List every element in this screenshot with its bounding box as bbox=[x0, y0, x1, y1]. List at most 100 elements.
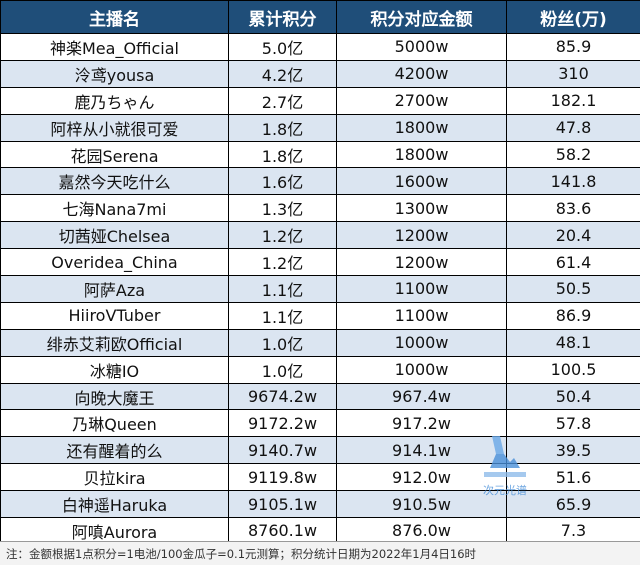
cell-followers: 47.8 bbox=[506, 113, 640, 142]
cell-points-amount: 914.1w bbox=[336, 436, 507, 465]
cell-followers: 61.4 bbox=[506, 248, 640, 277]
cell-points-amount: 1200w bbox=[336, 221, 507, 250]
cell-total-points: 1.0亿 bbox=[228, 328, 337, 357]
cell-followers: 310 bbox=[506, 59, 640, 88]
cell-streamer-name: 向晚大魔王 bbox=[0, 382, 229, 411]
cell-total-points: 1.1亿 bbox=[228, 301, 337, 330]
table-row: 鹿乃ちゃん 2.7亿 2700w 182.1 bbox=[0, 86, 640, 115]
cell-streamer-name: 阿嗔Aurora bbox=[0, 517, 229, 545]
cell-total-points: 1.6亿 bbox=[228, 167, 337, 196]
table-body: 神楽Mea_Official 5.0亿 5000w 85.9 泠鸢yousa 4.2亿 42… bbox=[0, 33, 640, 545]
cell-total-points: 8760.1w bbox=[228, 517, 337, 545]
table-row: Overidea_China 1.2亿 1200w 61.4 bbox=[0, 248, 640, 277]
cell-streamer-name: 还有醒着的么 bbox=[0, 436, 229, 465]
table-row: 嘉然今天吃什么 1.6亿 1600w 141.8 bbox=[0, 167, 640, 196]
cell-total-points: 1.0亿 bbox=[228, 355, 337, 384]
cell-streamer-name: 阿萨Aza bbox=[0, 275, 229, 303]
cell-points-amount: 912.0w bbox=[336, 463, 507, 492]
cell-followers: 83.6 bbox=[506, 194, 640, 223]
table-row: 冰糖IO 1.0亿 1000w 100.5 bbox=[0, 355, 640, 384]
cell-points-amount: 1600w bbox=[336, 167, 507, 196]
cell-followers: 20.4 bbox=[506, 221, 640, 250]
cell-total-points: 9172.2w bbox=[228, 409, 337, 438]
cell-streamer-name: 乃琳Queen bbox=[0, 409, 229, 438]
table-row: 神楽Mea_Official 5.0亿 5000w 85.9 bbox=[0, 33, 640, 61]
cell-streamer-name: 鹿乃ちゃん bbox=[0, 86, 229, 115]
cell-total-points: 1.3亿 bbox=[228, 194, 337, 223]
cell-points-amount: 1100w bbox=[336, 275, 507, 303]
table-row: 阿嗔Aurora 8760.1w 876.0w 7.3 bbox=[0, 517, 640, 545]
cell-total-points: 1.2亿 bbox=[228, 248, 337, 277]
header-row: 主播名 累计积分 积分对应金额 粉丝(万) bbox=[0, 0, 640, 34]
table-row: HiiroVTuber 1.1亿 1100w 86.9 bbox=[0, 301, 640, 330]
cell-points-amount: 1100w bbox=[336, 301, 507, 330]
cell-followers: 50.5 bbox=[506, 275, 640, 303]
cell-followers: 50.4 bbox=[506, 382, 640, 411]
table-row: 乃琳Queen 9172.2w 917.2w 57.8 bbox=[0, 409, 640, 438]
watermark: 次元光谱 bbox=[470, 428, 540, 498]
cell-total-points: 9105.1w bbox=[228, 490, 337, 519]
cell-points-amount: 876.0w bbox=[336, 517, 507, 545]
cell-streamer-name: 绯赤艾莉欧Official bbox=[0, 328, 229, 357]
cell-total-points: 4.2亿 bbox=[228, 59, 337, 88]
cell-points-amount: 4200w bbox=[336, 59, 507, 88]
cell-total-points: 9140.7w bbox=[228, 436, 337, 465]
header-streamer-name: 主播名 bbox=[0, 0, 229, 34]
cell-streamer-name: 七海Nana7mi bbox=[0, 194, 229, 223]
cell-streamer-name: 阿梓从小就很可爱 bbox=[0, 113, 229, 142]
header-followers: 粉丝(万) bbox=[506, 0, 640, 34]
cell-streamer-name: 白神遥Haruka bbox=[0, 490, 229, 519]
cell-followers: 39.5 bbox=[506, 436, 640, 465]
cell-points-amount: 1300w bbox=[336, 194, 507, 223]
cell-total-points: 9674.2w bbox=[228, 382, 337, 411]
cell-points-amount: 1800w bbox=[336, 113, 507, 142]
cell-streamer-name: 泠鸢yousa bbox=[0, 59, 229, 88]
table-row: 阿梓从小就很可爱 1.8亿 1800w 47.8 bbox=[0, 113, 640, 142]
cell-followers: 100.5 bbox=[506, 355, 640, 384]
cell-points-amount: 1000w bbox=[336, 355, 507, 384]
cell-total-points: 5.0亿 bbox=[228, 33, 337, 61]
header-points-amount: 积分对应金额 bbox=[336, 0, 507, 34]
cell-streamer-name: 嘉然今天吃什么 bbox=[0, 167, 229, 196]
cell-total-points: 1.1亿 bbox=[228, 275, 337, 303]
cell-streamer-name: Overidea_China bbox=[0, 248, 229, 277]
cell-total-points: 9119.8w bbox=[228, 463, 337, 492]
cell-followers: 65.9 bbox=[506, 490, 640, 519]
cell-streamer-name: 冰糖IO bbox=[0, 355, 229, 384]
table-row: 向晚大魔王 9674.2w 967.4w 50.4 bbox=[0, 382, 640, 411]
table-row: 阿萨Aza 1.1亿 1100w 50.5 bbox=[0, 275, 640, 303]
cell-points-amount: 967.4w bbox=[336, 382, 507, 411]
table-row: 贝拉kira 9119.8w 912.0w 51.6 bbox=[0, 463, 640, 492]
cell-points-amount: 2700w bbox=[336, 86, 507, 115]
table-header: 主播名 累计积分 积分对应金额 粉丝(万) bbox=[0, 0, 640, 34]
cell-total-points: 1.8亿 bbox=[228, 140, 337, 169]
cell-streamer-name: 花园Serena bbox=[0, 140, 229, 169]
table-row: 切茜娅Chelsea 1.2亿 1200w 20.4 bbox=[0, 221, 640, 250]
cell-points-amount: 910.5w bbox=[336, 490, 507, 519]
cell-points-amount: 917.2w bbox=[336, 409, 507, 438]
cell-points-amount: 1000w bbox=[336, 328, 507, 357]
cell-followers: 85.9 bbox=[506, 33, 640, 61]
table-row: 七海Nana7mi 1.3亿 1300w 83.6 bbox=[0, 194, 640, 223]
table-row: 绯赤艾莉欧Official 1.0亿 1000w 48.1 bbox=[0, 328, 640, 357]
table-row: 泠鸢yousa 4.2亿 4200w 310 bbox=[0, 59, 640, 88]
footer-note: 注：金额根据1点积分=1电池/100金瓜子=0.1元测算；积分统计日期为2022… bbox=[0, 541, 640, 565]
cell-points-amount: 5000w bbox=[336, 33, 507, 61]
cell-followers: 48.1 bbox=[506, 328, 640, 357]
cell-points-amount: 1800w bbox=[336, 140, 507, 169]
cell-streamer-name: 贝拉kira bbox=[0, 463, 229, 492]
cell-points-amount: 1200w bbox=[336, 248, 507, 277]
cell-total-points: 1.2亿 bbox=[228, 221, 337, 250]
cell-followers: 58.2 bbox=[506, 140, 640, 169]
watermark-text: 次元光谱 bbox=[483, 484, 527, 497]
cell-followers: 51.6 bbox=[506, 463, 640, 492]
cell-total-points: 2.7亿 bbox=[228, 86, 337, 115]
ranking-table: 主播名 累计积分 积分对应金额 粉丝(万) 神楽Mea_Official 5.0亿… bbox=[0, 0, 640, 545]
table-row: 还有醒着的么 9140.7w 914.1w 39.5 bbox=[0, 436, 640, 465]
cell-streamer-name: HiiroVTuber bbox=[0, 301, 229, 330]
header-total-points: 累计积分 bbox=[228, 0, 337, 34]
cell-followers: 141.8 bbox=[506, 167, 640, 196]
cell-followers: 182.1 bbox=[506, 86, 640, 115]
logo-icon bbox=[484, 436, 526, 477]
cell-streamer-name: 神楽Mea_Official bbox=[0, 33, 229, 61]
